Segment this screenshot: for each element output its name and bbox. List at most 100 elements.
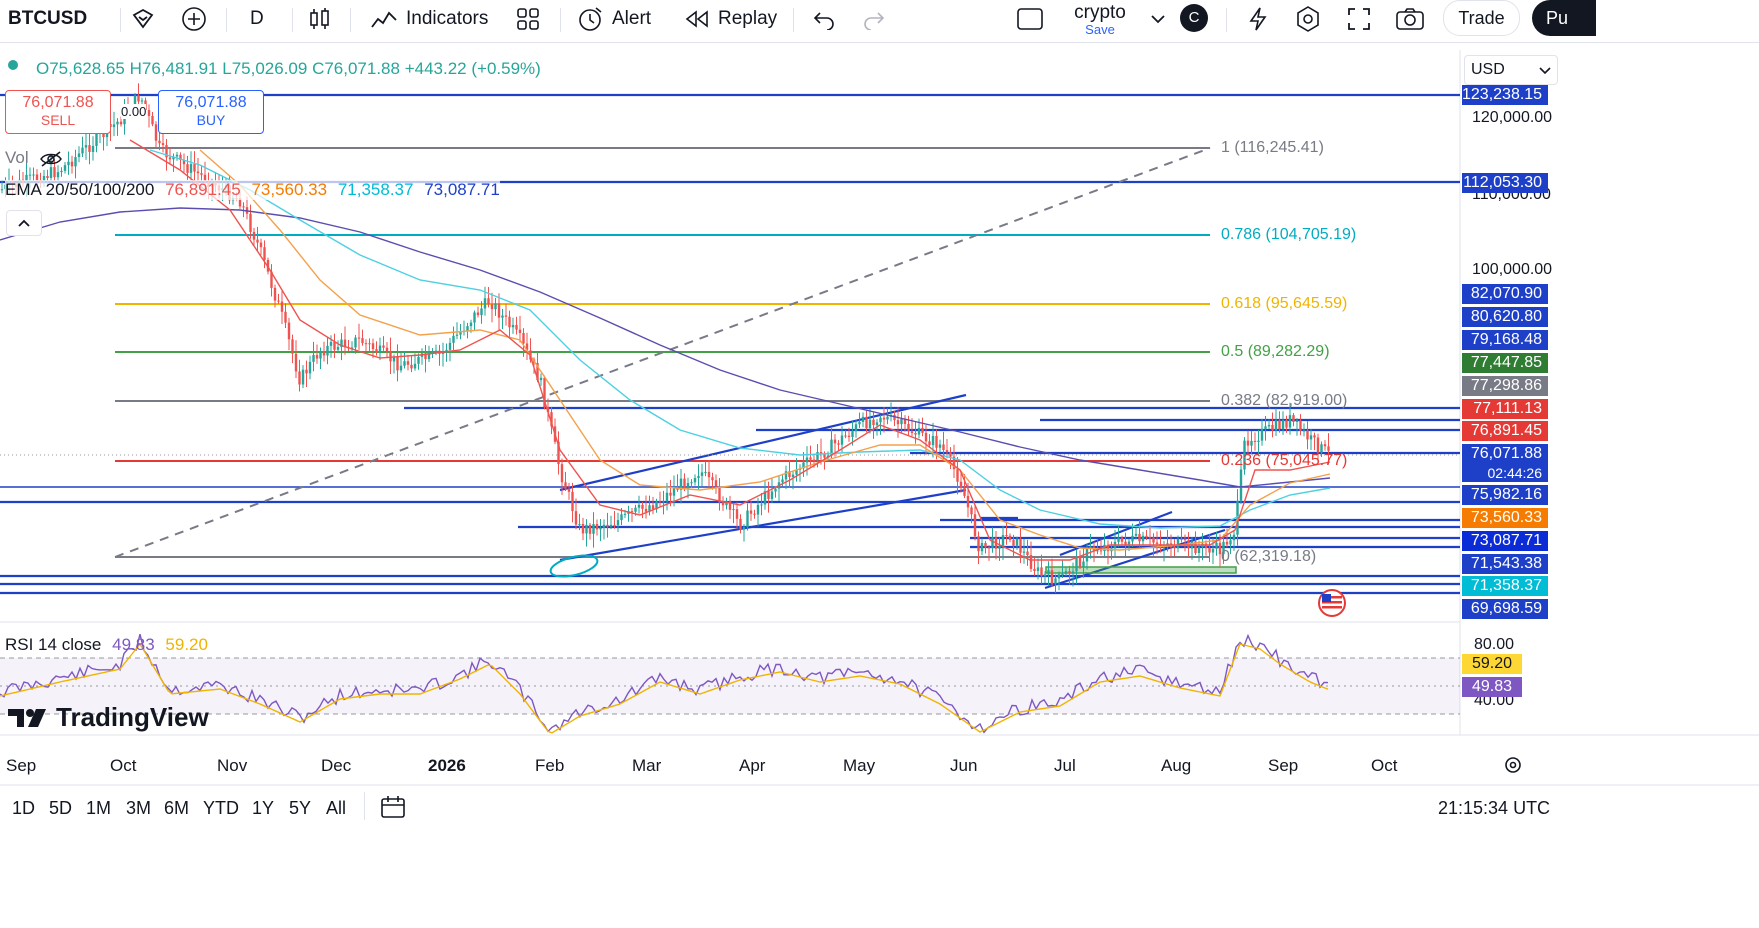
candle-body: [116, 121, 119, 125]
candle-body: [508, 316, 511, 328]
rectangle-zone[interactable]: [1045, 566, 1237, 574]
ellipse-drawing[interactable]: [549, 551, 600, 580]
time-axis-label: Oct: [1371, 756, 1398, 775]
layout-select-icon[interactable]: [1016, 0, 1044, 38]
candle-body: [893, 414, 896, 421]
candle-body: [357, 337, 361, 339]
time-axis-label: Jul: [1054, 756, 1076, 775]
rewind-icon: [685, 10, 708, 28]
price-axis-label: 69,698.59: [1462, 599, 1548, 619]
candle-body: [1134, 533, 1138, 536]
candle-body: [312, 354, 315, 362]
candle-body: [641, 504, 644, 509]
trade-button[interactable]: Trade: [1443, 0, 1520, 36]
range-button-5d[interactable]: 5D: [49, 798, 73, 818]
currency-select[interactable]: USD: [1464, 55, 1558, 85]
candle-body: [1211, 548, 1215, 553]
quick-search-icon[interactable]: [1244, 0, 1272, 38]
sell-button[interactable]: 76,071.88 SELL: [5, 90, 111, 134]
candle-body: [1288, 415, 1292, 428]
templates-icon[interactable]: [515, 0, 541, 38]
compare-add-icon[interactable]: [180, 0, 208, 38]
candle-body: [497, 303, 501, 318]
candles-icon[interactable]: [308, 0, 332, 38]
candle-body: [203, 174, 207, 183]
candle-body: [336, 347, 340, 350]
candle-body: [1208, 548, 1211, 553]
settings-icon[interactable]: [1503, 755, 1523, 780]
publish-button[interactable]: Pu: [1532, 0, 1596, 36]
candle-body: [998, 545, 1001, 549]
replay-button[interactable]: Replay: [684, 0, 777, 38]
fib-trendline[interactable]: [114, 147, 1211, 558]
alert-button[interactable]: Alert: [576, 0, 651, 38]
candle-body: [1292, 415, 1295, 422]
range-button-5y[interactable]: 5Y: [289, 798, 312, 818]
ema-100-line: [149, 149, 1331, 529]
candle-body: [1155, 542, 1159, 544]
candle-body: [63, 165, 67, 171]
candle-body: [1320, 444, 1323, 453]
layout-name[interactable]: crypto: [1074, 2, 1126, 23]
candle-body: [907, 423, 910, 432]
economic-event-flag-icon[interactable]: [1318, 589, 1346, 617]
candle-body: [1054, 578, 1057, 584]
camera-icon[interactable]: [1395, 0, 1425, 38]
settings-gear-icon[interactable]: [1294, 0, 1322, 38]
tradingview-logo[interactable]: TradingView: [8, 702, 209, 733]
candle-body: [165, 144, 168, 158]
fullscreen-icon[interactable]: [1346, 0, 1372, 38]
candle-body: [672, 488, 676, 496]
candle-body: [616, 520, 620, 526]
candle-body: [326, 345, 329, 356]
go-to-date-calendar-icon[interactable]: [380, 795, 406, 824]
candle-body: [1075, 557, 1078, 572]
candle-body: [1281, 420, 1285, 429]
collapse-legend-button[interactable]: [6, 210, 42, 236]
range-button-ytd[interactable]: YTD: [203, 798, 239, 818]
candle-body: [1204, 543, 1208, 549]
candle-body: [760, 504, 763, 506]
rsi-tick: 80.00: [1474, 636, 1515, 653]
horizontal-level-lines[interactable]: [0, 93, 1460, 595]
redo-icon[interactable]: [862, 0, 886, 38]
range-button-all[interactable]: All: [326, 798, 347, 818]
ohlc-high: H76,481.91: [129, 59, 218, 78]
candle-body: [385, 347, 389, 352]
utc-clock[interactable]: 21:15:34 UTC: [1438, 798, 1551, 818]
price-chart[interactable]: [0, 44, 1759, 884]
range-button-1m[interactable]: 1M: [86, 798, 112, 818]
candle-body: [683, 478, 686, 489]
save-status[interactable]: Save: [1085, 22, 1115, 37]
price-axis-label: 82,070.90: [1462, 284, 1548, 304]
candle-body: [767, 491, 770, 499]
indicators-button[interactable]: Indicators: [370, 0, 488, 38]
favorite-icon[interactable]: [130, 0, 156, 38]
range-button-3m[interactable]: 3M: [126, 798, 152, 818]
candle-body: [651, 505, 655, 510]
price-axis-label: 79,168.48: [1462, 330, 1548, 350]
range-button-1d[interactable]: 1D: [12, 798, 36, 818]
candle-body: [1253, 440, 1257, 442]
interval-button[interactable]: D: [250, 8, 264, 29]
candle-body: [788, 471, 791, 477]
candle-body: [1180, 538, 1183, 540]
candle-body: [1260, 428, 1264, 441]
undo-icon[interactable]: [812, 0, 836, 38]
symbol-search[interactable]: BTCUSD: [8, 8, 88, 29]
channel-lines[interactable]: [559, 393, 1226, 590]
buy-button[interactable]: 76,071.88 BUY: [158, 90, 264, 134]
candle-body: [375, 349, 378, 353]
chevron-down-icon[interactable]: [1150, 0, 1166, 38]
candle-body: [854, 424, 858, 432]
range-button-1y[interactable]: 1Y: [252, 798, 275, 818]
hidden-eye-icon[interactable]: [39, 150, 63, 167]
time-axis-label: Mar: [632, 756, 662, 775]
avatar[interactable]: C: [1180, 4, 1208, 32]
price-axis-label: 77,111.13: [1462, 399, 1548, 419]
candle-body: [424, 353, 427, 360]
range-button-6m[interactable]: 6M: [164, 798, 190, 818]
candle-body: [1047, 570, 1050, 575]
candle-body: [1071, 571, 1075, 574]
candle-body: [294, 353, 298, 372]
